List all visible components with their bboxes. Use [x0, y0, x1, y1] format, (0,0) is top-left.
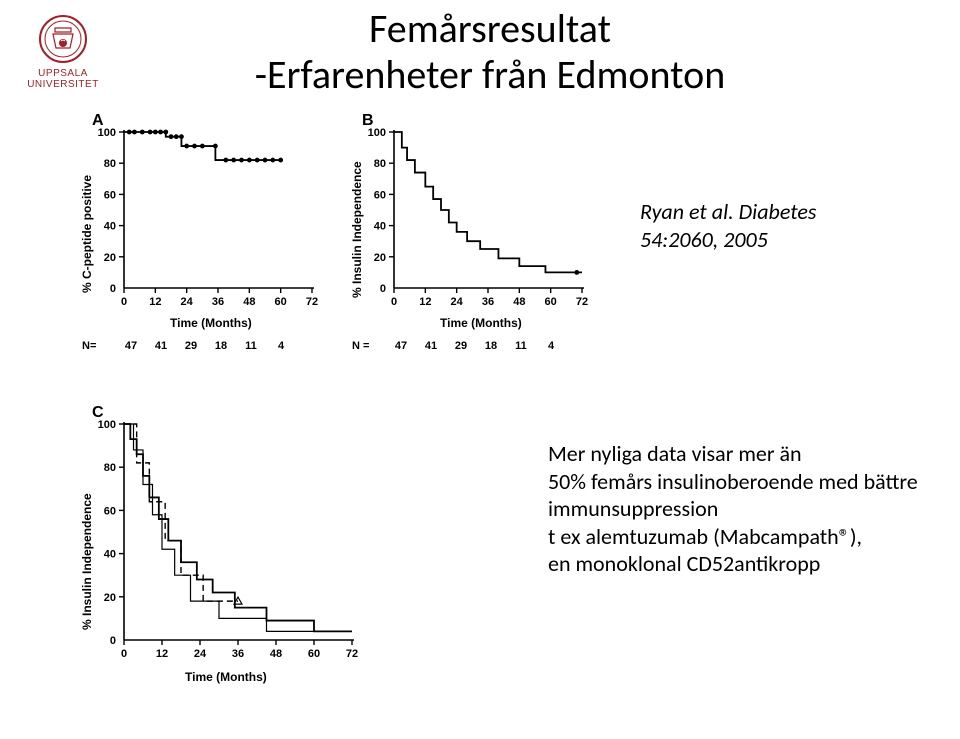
svg-text:80: 80: [104, 462, 116, 474]
svg-text:0: 0: [121, 296, 127, 308]
svg-text:12: 12: [419, 296, 431, 308]
svg-text:20: 20: [104, 252, 116, 264]
nrow-a-2: 29: [176, 340, 206, 352]
panel-a-label: A: [92, 112, 104, 130]
body-line-3: t ex alemtuzumab (Mabcampath®),: [548, 523, 862, 550]
panel-a-ylabel: % C-peptide positive: [80, 175, 94, 293]
svg-text:0: 0: [110, 635, 116, 647]
svg-text:72: 72: [346, 648, 358, 660]
nrow-b-3: 18: [476, 340, 506, 352]
svg-text:72: 72: [306, 296, 318, 308]
nrow-b-label: N =: [352, 340, 386, 352]
panel-c-xlabel: Time (Months): [185, 670, 267, 684]
citation-line2: 54:2060, 2005: [640, 226, 768, 253]
nrow-a-3: 18: [206, 340, 236, 352]
svg-text:60: 60: [104, 505, 116, 517]
uppsala-seal-icon: [38, 14, 88, 64]
panel-b-chart: 0122436486072204060801000: [360, 118, 590, 318]
panel-c: C % Insulin Independence 012243648607220…: [90, 410, 360, 670]
svg-text:60: 60: [104, 189, 116, 201]
panel-a-xlabel: Time (Months): [170, 316, 252, 330]
title-line2: -Erfarenheter från Edmonton: [255, 50, 726, 99]
svg-text:0: 0: [380, 283, 386, 295]
svg-text:80: 80: [374, 158, 386, 170]
body-line-0: Mer nyliga data visar mer än: [548, 440, 802, 467]
university-logo: UPPSALA UNIVERSITET: [18, 14, 108, 90]
nrow-a-0: 47: [116, 340, 146, 352]
svg-text:60: 60: [308, 648, 320, 660]
body-line-4: en monoklonal CD52antikropp: [548, 550, 820, 577]
panel-b-nrow: N = 47 41 29 18 11 4: [352, 340, 566, 352]
body-text: Mer nyliga data visar mer än 50% femårs …: [548, 440, 918, 578]
citation: Ryan et al. Diabetes 54:2060, 2005: [640, 198, 816, 253]
nrow-a-1: 41: [146, 340, 176, 352]
svg-text:36: 36: [482, 296, 494, 308]
panel-c-chart: 0122436486072204060801000: [90, 410, 360, 670]
nrow-b-0: 47: [386, 340, 416, 352]
panel-b: B % Insulin Independence 012243648607220…: [360, 118, 590, 318]
nrow-a-label: N=: [82, 340, 116, 352]
svg-text:20: 20: [374, 252, 386, 264]
svg-text:48: 48: [270, 648, 282, 660]
panel-a: A % C-peptide positive 01224364860722040…: [90, 118, 320, 318]
svg-text:12: 12: [149, 296, 161, 308]
svg-text:60: 60: [374, 189, 386, 201]
nrow-b-1: 41: [416, 340, 446, 352]
svg-text:12: 12: [156, 648, 168, 660]
panel-c-label: C: [92, 404, 104, 422]
svg-text:24: 24: [451, 296, 464, 308]
svg-text:60: 60: [545, 296, 557, 308]
svg-text:60: 60: [275, 296, 287, 308]
nrow-a-5: 4: [266, 340, 296, 352]
svg-text:24: 24: [181, 296, 194, 308]
svg-text:36: 36: [212, 296, 224, 308]
body-line-1: 50% femårs insulinoberoende med bättre: [548, 468, 918, 495]
panel-b-label: B: [362, 112, 374, 130]
logo-text-line2: UNIVERSITET: [27, 79, 99, 90]
nrow-a-4: 11: [236, 340, 266, 352]
svg-text:40: 40: [104, 221, 116, 233]
panel-c-ylabel: % Insulin Independence: [80, 493, 94, 630]
svg-text:80: 80: [104, 158, 116, 170]
panel-a-nrow: N= 47 41 29 18 11 4: [82, 340, 296, 352]
svg-text:0: 0: [110, 283, 116, 295]
svg-text:40: 40: [104, 549, 116, 561]
title-line1: Femårsresultat: [369, 4, 611, 53]
nrow-b-2: 29: [446, 340, 476, 352]
svg-text:0: 0: [121, 648, 127, 660]
svg-text:36: 36: [232, 648, 244, 660]
citation-line1: Ryan et al. Diabetes: [640, 198, 816, 225]
svg-text:48: 48: [243, 296, 255, 308]
svg-text:72: 72: [576, 296, 588, 308]
panel-b-ylabel: % Insulin Independence: [350, 161, 364, 298]
panel-b-xlabel: Time (Months): [440, 316, 522, 330]
svg-text:24: 24: [194, 648, 207, 660]
svg-text:0: 0: [391, 296, 397, 308]
svg-text:20: 20: [104, 592, 116, 604]
nrow-b-4: 11: [506, 340, 536, 352]
panel-a-chart: 0122436486072204060801000: [90, 118, 320, 318]
logo-text-line1: UPPSALA: [38, 68, 88, 79]
slide-title: Femårsresultat -Erfarenheter från Edmont…: [210, 6, 770, 98]
body-line-2: immunsuppression: [548, 495, 718, 522]
svg-text:48: 48: [513, 296, 525, 308]
nrow-b-5: 4: [536, 340, 566, 352]
svg-text:40: 40: [374, 221, 386, 233]
